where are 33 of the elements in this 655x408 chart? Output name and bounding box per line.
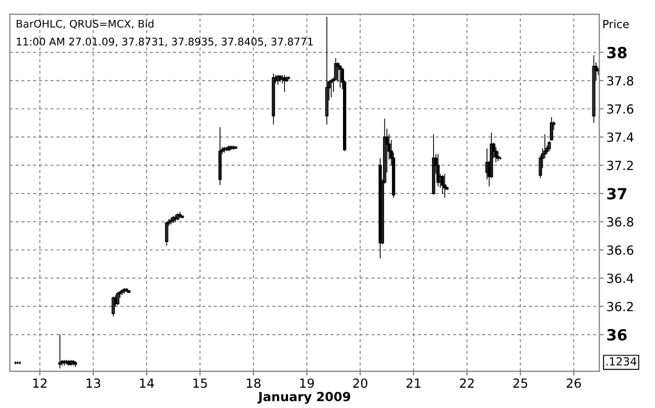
y-tick-label: 37: [607, 188, 626, 200]
candlestick: [234, 146, 238, 149]
y-tick-label: 36.2: [607, 302, 633, 312]
y-tick-label: 37.4: [607, 132, 634, 142]
candlestick: [592, 54, 596, 124]
x-tick-label: 26: [566, 378, 581, 388]
candlestick: [330, 78, 333, 98]
x-tick-label: 15: [193, 378, 207, 388]
text: .1234: [606, 357, 636, 366]
y-tick-label: 37.8: [607, 76, 634, 86]
y-axis-title: Price: [603, 20, 629, 28]
x-tick-label: 20: [353, 378, 368, 388]
x-tick-label: 13: [86, 378, 100, 388]
y-tick-label: 36.4: [607, 274, 634, 284]
x-axis-title: January 2009: [257, 392, 350, 404]
y-tick-label: 37.6: [607, 104, 634, 114]
y-tick-label: 36.6: [607, 245, 634, 255]
candlestick: [127, 290, 130, 293]
x-tick-label: 22: [460, 378, 474, 388]
x-tick-label: 21: [406, 378, 420, 388]
x-tick-label: 25: [513, 378, 528, 388]
y-tick-label: 38: [607, 46, 627, 58]
x-tick-label: 18: [246, 378, 261, 388]
text: 11:00 AM 27.01.09, 37.8731, 37.8935, 37.8405, 37.8771: [16, 38, 313, 47]
y-tick-label: 36.8: [607, 217, 634, 227]
y-tick-label: 36: [607, 329, 627, 341]
chart-title: BarOHLC, QRUS=MCX, Bid: [16, 20, 154, 29]
x-tick-label: 14: [140, 378, 154, 388]
candlestick: [443, 173, 446, 198]
candlestick: [116, 292, 120, 306]
x-tick-label: 19: [300, 378, 314, 388]
x-tick-label: 12: [33, 378, 47, 388]
y-tick-label: 37.2: [607, 160, 633, 170]
